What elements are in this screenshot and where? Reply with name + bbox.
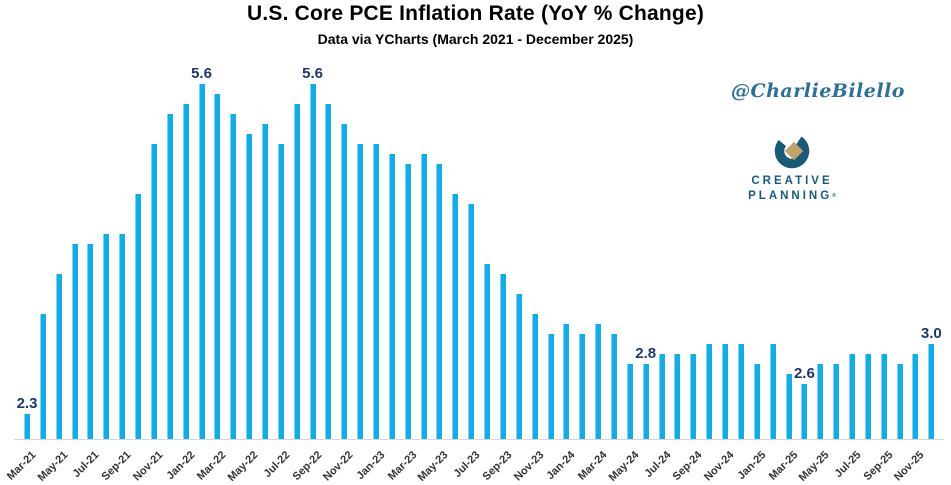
bar <box>325 104 332 439</box>
bar <box>246 134 253 439</box>
bar <box>658 354 665 439</box>
bar <box>309 84 316 439</box>
logo-text-planning: PLANNING® <box>748 190 836 202</box>
bar <box>55 274 62 439</box>
bar <box>579 334 586 439</box>
bar <box>817 364 824 439</box>
bar <box>166 114 173 439</box>
bar <box>769 344 776 439</box>
bar <box>436 164 443 439</box>
bar <box>563 324 570 439</box>
bar <box>420 154 427 439</box>
bar <box>39 314 46 439</box>
bar <box>404 164 411 439</box>
bar <box>452 194 459 439</box>
bar <box>214 94 221 439</box>
logo-text-creative: CREATIVE <box>751 175 833 187</box>
bar-value-label: 5.6 <box>302 65 323 82</box>
bar <box>24 414 30 439</box>
bar <box>87 244 94 439</box>
bar <box>753 364 760 439</box>
bar <box>515 294 522 439</box>
bar <box>373 144 380 439</box>
bar <box>230 114 237 439</box>
bar <box>484 264 491 439</box>
bar <box>71 244 78 439</box>
bar <box>293 104 300 439</box>
bar <box>737 344 744 439</box>
bar <box>611 334 617 439</box>
twitter-handle: @CharlieBilello <box>731 80 905 102</box>
bar <box>626 364 633 439</box>
bar <box>150 144 157 439</box>
chart-subtitle: Data via YCharts (March 2021 - December … <box>317 31 634 47</box>
chart-title: U.S. Core PCE Inflation Rate (YoY % Chan… <box>246 2 705 25</box>
bar <box>896 364 903 439</box>
bar <box>880 354 887 439</box>
bar <box>468 204 475 439</box>
bar-value-label: 2.3 <box>16 395 38 412</box>
bar <box>801 384 808 439</box>
x-axis-line <box>14 439 944 440</box>
registered-mark: ® <box>832 193 836 199</box>
bar <box>135 194 142 439</box>
bar-value-label: 5.6 <box>191 65 212 82</box>
bar <box>674 354 681 439</box>
bar <box>277 144 284 439</box>
bar <box>642 364 649 439</box>
bar <box>912 354 919 439</box>
logo-c-icon <box>774 133 810 169</box>
bar <box>833 364 840 439</box>
bar <box>119 234 126 439</box>
bar <box>499 274 506 439</box>
bar <box>547 334 554 439</box>
bar <box>864 354 871 439</box>
bar <box>706 344 713 439</box>
bar <box>595 324 602 439</box>
bar <box>103 234 110 439</box>
bar-value-label: 2.6 <box>793 365 815 382</box>
bar-value-label: 3.0 <box>920 325 942 342</box>
bar <box>341 124 348 439</box>
bar-value-label: 2.8 <box>635 345 657 362</box>
bar <box>357 144 364 439</box>
bar <box>690 354 697 439</box>
bar <box>722 344 729 439</box>
bar <box>388 154 395 439</box>
bar <box>785 374 792 439</box>
bar <box>531 314 538 439</box>
bar <box>182 104 189 439</box>
bar <box>261 124 268 439</box>
bar <box>198 84 205 439</box>
bar <box>928 344 935 439</box>
creative-planning-logo: CREATIVE PLANNING® <box>736 128 848 204</box>
bar <box>848 354 855 439</box>
